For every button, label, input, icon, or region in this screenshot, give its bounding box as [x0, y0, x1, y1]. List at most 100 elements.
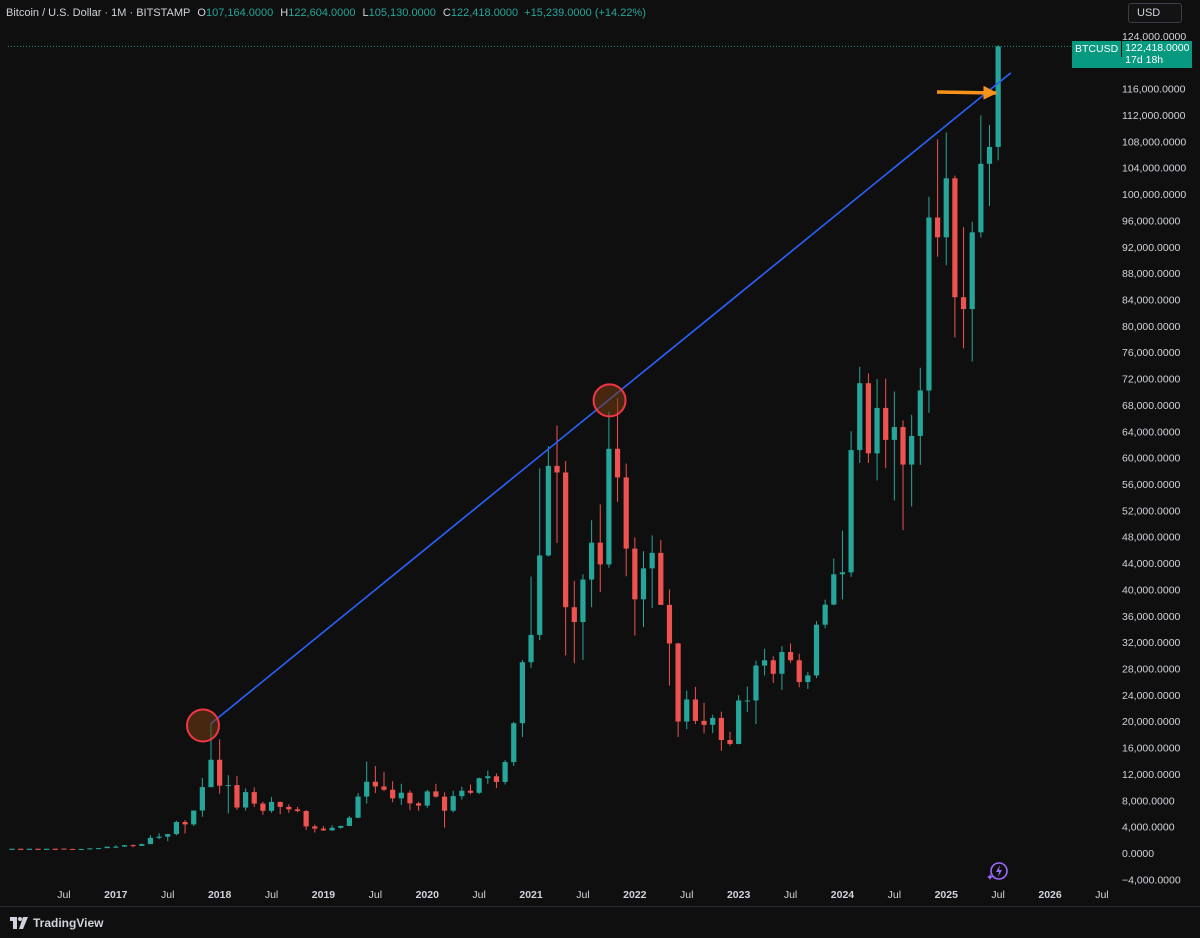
candle-body — [416, 803, 422, 806]
candle-body — [268, 801, 275, 811]
candle-body — [61, 848, 67, 850]
price-tick-label: 40,000.0000 — [1122, 584, 1181, 596]
price-chart[interactable]: 124,000.0000120,000.0000116,000.0000112,… — [0, 0, 1200, 906]
tradingview-logo[interactable]: TradingView — [10, 916, 103, 930]
candle-body — [156, 836, 162, 838]
time-tick-label: Jul — [576, 889, 589, 901]
time-tick-label: Jul — [57, 889, 70, 901]
candle-body — [355, 796, 361, 818]
price-tick-label: 88,000.0000 — [1122, 268, 1181, 280]
close-label: C — [442, 7, 451, 19]
candle-body — [831, 574, 837, 605]
time-tick-label: Jul — [888, 889, 901, 901]
time-tick-label: Jul — [784, 889, 797, 901]
candle-body — [796, 660, 802, 683]
price-axis[interactable]: 124,000.0000120,000.0000116,000.0000112,… — [1122, 31, 1186, 886]
last-price-label: BTCUSD 122,418.0000 17d 18h — [1072, 41, 1193, 68]
candle-body — [969, 232, 975, 310]
currency-button[interactable]: USD — [1128, 3, 1182, 23]
candle-body — [191, 810, 197, 825]
candle-body — [883, 407, 889, 440]
candle-body — [597, 542, 603, 565]
candle-body — [753, 665, 759, 701]
time-tick-label: 2018 — [208, 889, 232, 901]
tradingview-brand: TradingView — [33, 916, 104, 930]
candle-body — [294, 809, 301, 812]
price-tick-label: 92,000.0000 — [1122, 242, 1181, 254]
time-axis[interactable]: Jul 2017 Jul 2018 Jul 2019 Jul 2020 Jul 2021 Jul 20… — [57, 889, 1108, 901]
candle-body — [390, 789, 396, 799]
close-value: 122,418.0000 — [450, 7, 519, 19]
drawings-layer[interactable] — [8, 45, 1112, 743]
highlight-circle — [186, 708, 220, 743]
tradingview-logo-icon — [10, 917, 28, 929]
price-tick-label: 12,000.0000 — [1122, 769, 1181, 781]
candle-body — [640, 568, 647, 600]
candle-body — [502, 762, 508, 782]
candle-body — [675, 643, 681, 722]
candle-body — [649, 552, 655, 569]
price-tick-label: 16,000.0000 — [1122, 743, 1181, 755]
candle-body — [926, 217, 932, 391]
candle-body — [78, 848, 84, 850]
time-tick-label: 2022 — [623, 889, 647, 901]
candle-body — [658, 552, 664, 605]
candle-body — [857, 383, 863, 451]
time-tick-label: Jul — [472, 889, 485, 901]
candle-body — [286, 806, 292, 810]
annotation-arrow — [936, 85, 998, 100]
candle-body — [251, 792, 257, 804]
time-tick-label: 2026 — [1038, 889, 1062, 901]
lightning-icon[interactable] — [987, 860, 1009, 882]
candle-body — [104, 846, 110, 849]
candle-body — [779, 652, 785, 674]
candle-body — [217, 759, 223, 786]
price-tick-label: 112,000.0000 — [1122, 110, 1186, 122]
time-tick-label: Jul — [369, 889, 382, 901]
time-tick-label: Jul — [680, 889, 693, 901]
price-tick-label: 36,000.0000 — [1122, 611, 1181, 623]
candle-body — [173, 822, 179, 835]
price-tag-symbol: BTCUSD — [1072, 41, 1123, 57]
candle-body — [718, 717, 724, 740]
price-tick-label: 124,000.0000 — [1122, 31, 1186, 43]
candle-body — [9, 848, 15, 850]
time-tick-label: 2017 — [104, 889, 128, 901]
symbol-title[interactable]: Bitcoin / U.S. Dollar · 1M · BITSTAMP — [6, 7, 191, 19]
candle-body — [95, 848, 102, 850]
candle-body — [433, 791, 439, 797]
candle-body — [407, 792, 413, 804]
price-tick-label: 72,000.0000 — [1122, 374, 1181, 386]
price-tag-countdown: 17d 18h — [1125, 54, 1164, 66]
candle-body — [848, 450, 854, 573]
high-label: H — [280, 7, 289, 19]
candle-body — [121, 845, 128, 847]
symbol-header: Bitcoin / U.S. Dollar · 1M · BITSTAMP O … — [6, 5, 646, 21]
candle-body — [70, 848, 76, 850]
time-tick-label: 2020 — [416, 889, 440, 901]
candle-body — [666, 604, 673, 644]
candle-body — [684, 699, 690, 722]
candle-body — [900, 427, 906, 465]
candle-body — [87, 848, 93, 850]
candle-body — [511, 723, 517, 763]
highlight-circle — [592, 383, 627, 418]
candle-body — [554, 465, 560, 473]
price-tick-label: 56,000.0000 — [1122, 479, 1181, 491]
candle-body — [917, 390, 923, 436]
candle-body — [528, 634, 534, 663]
price-tick-label: 28,000.0000 — [1122, 664, 1181, 676]
candle-body — [805, 675, 811, 683]
candle-body — [909, 435, 915, 465]
candle-body — [312, 826, 318, 829]
candle-body — [813, 624, 820, 676]
candle-body — [35, 848, 41, 850]
candle-body — [450, 796, 456, 811]
candle-body — [865, 383, 871, 454]
high-value: 122,604.0000 — [288, 7, 356, 19]
candle-body — [952, 178, 958, 298]
open-value: 107,164.0000 — [205, 7, 274, 19]
candle-body — [710, 717, 716, 725]
candle-body — [822, 604, 828, 625]
candle-body — [26, 848, 32, 850]
